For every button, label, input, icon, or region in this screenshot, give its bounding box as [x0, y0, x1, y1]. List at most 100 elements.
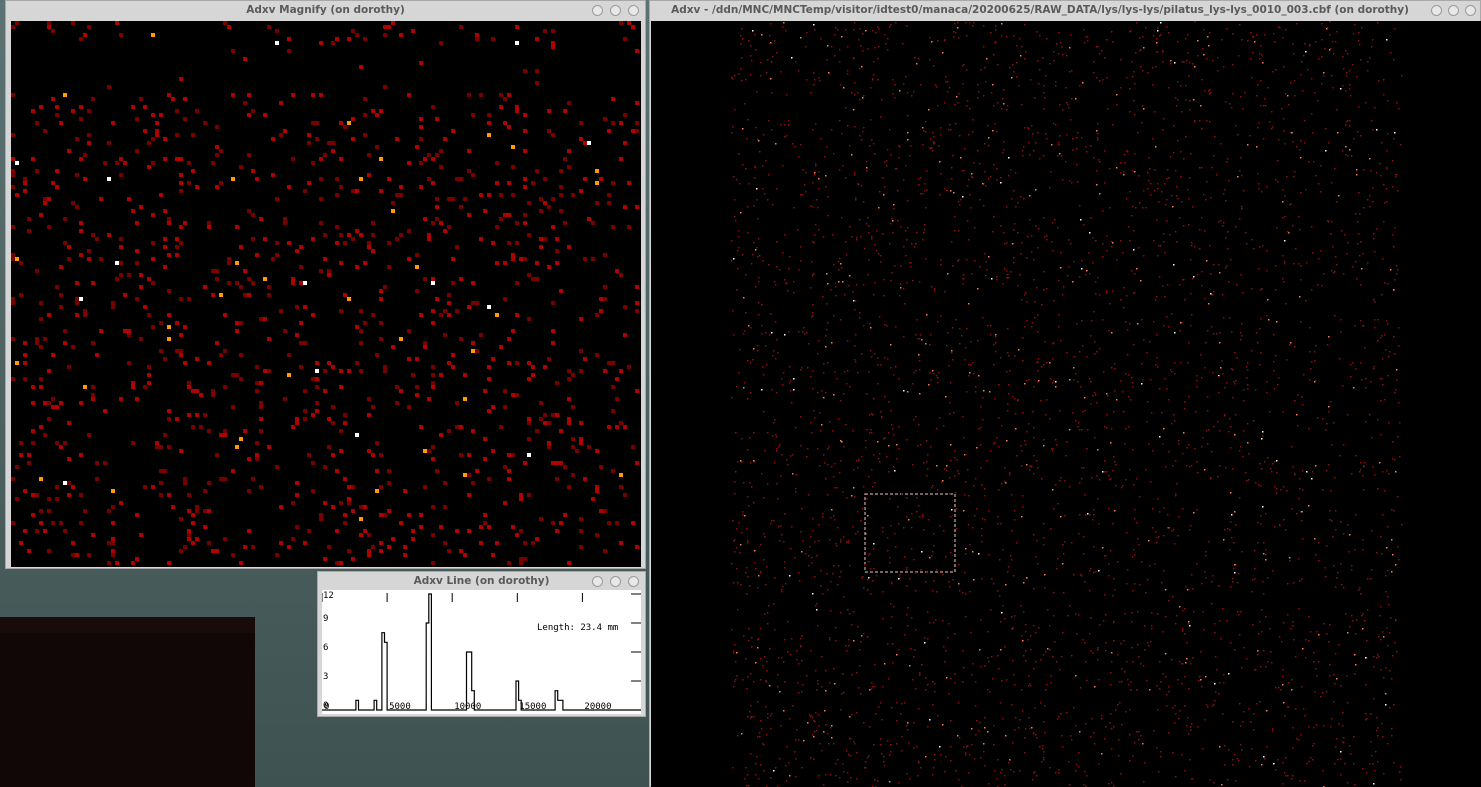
pixel: [1172, 752, 1174, 754]
pixel: [1112, 290, 1114, 292]
pixel: [495, 181, 499, 185]
pixel: [834, 519, 836, 521]
pixel: [1374, 319, 1376, 321]
pixel: [736, 289, 738, 291]
pixel: [1208, 541, 1210, 543]
pixel: [735, 471, 737, 473]
pixel: [1190, 293, 1192, 295]
pixel: [962, 196, 964, 198]
pixel: [817, 353, 819, 355]
pixel: [1282, 255, 1284, 257]
minimize-button[interactable]: [592, 5, 603, 16]
pixel: [151, 241, 155, 245]
pixel: [1014, 615, 1016, 617]
pixel: [1321, 285, 1323, 287]
pixel: [1149, 689, 1151, 691]
pixel: [1181, 61, 1183, 63]
pixel: [751, 263, 753, 265]
pixel: [419, 525, 423, 529]
pixel: [1312, 471, 1314, 473]
pixel: [1004, 467, 1006, 469]
pixel: [87, 249, 91, 253]
pixel: [351, 509, 355, 513]
close-button[interactable]: [628, 576, 639, 587]
pixel: [35, 529, 39, 533]
pixel: [259, 485, 263, 489]
pixel: [611, 385, 615, 389]
pixel: [83, 33, 87, 37]
pixel: [956, 508, 958, 510]
pixel: [1338, 723, 1340, 725]
pixel: [737, 250, 739, 252]
pixel: [741, 733, 743, 735]
pixel: [1164, 252, 1166, 254]
maximize-button[interactable]: [610, 576, 621, 587]
pixel: [215, 185, 219, 189]
pixel: [1026, 257, 1028, 259]
pixel: [1360, 593, 1362, 595]
close-button[interactable]: [1465, 5, 1476, 16]
pixel: [894, 84, 896, 86]
pixel: [1232, 33, 1234, 35]
pixel: [1363, 207, 1365, 209]
pixel: [111, 305, 115, 309]
pixel: [1349, 70, 1351, 72]
pixel: [1062, 54, 1064, 56]
pixel: [744, 515, 746, 517]
pixel: [1232, 759, 1234, 761]
pixel: [1197, 472, 1199, 474]
pixel: [1078, 614, 1080, 616]
pixel: [1085, 274, 1087, 276]
pixel: [511, 145, 515, 149]
pixel: [1241, 335, 1243, 337]
pixel: [993, 725, 995, 727]
pixel: [211, 293, 215, 297]
pixel: [987, 125, 989, 127]
pixel: [1183, 432, 1185, 434]
pixel: [895, 546, 897, 548]
pixel: [882, 618, 884, 620]
pixel: [814, 79, 816, 81]
minimize-button[interactable]: [1431, 5, 1442, 16]
pixel: [1067, 104, 1069, 106]
pixel: [957, 735, 959, 737]
pixel: [1076, 164, 1078, 166]
pixel: [1033, 473, 1035, 475]
pixel: [830, 727, 832, 729]
pixel: [1263, 105, 1265, 107]
pixel: [863, 633, 865, 635]
pixel: [179, 225, 183, 229]
pixel: [1217, 57, 1219, 59]
pixel: [1165, 204, 1167, 206]
maximize-button[interactable]: [610, 5, 621, 16]
pixel: [1277, 759, 1279, 761]
pixel: [744, 103, 746, 105]
pixel: [1085, 785, 1087, 787]
pixel: [303, 305, 307, 309]
pixel: [1192, 657, 1194, 659]
pixel: [923, 529, 925, 531]
pixel: [179, 449, 183, 453]
pixel: [919, 674, 921, 676]
pixel: [1255, 669, 1257, 671]
maximize-button[interactable]: [1448, 5, 1459, 16]
pixel: [291, 425, 295, 429]
pixel: [1310, 631, 1312, 633]
pixel: [1350, 95, 1352, 97]
pixel: [876, 575, 878, 577]
pixel: [1322, 770, 1324, 772]
pixel: [1361, 27, 1363, 29]
pixel: [435, 153, 439, 157]
pixel: [988, 145, 990, 147]
pixel: [1154, 111, 1156, 113]
pixel: [921, 551, 923, 553]
pixel: [732, 310, 734, 312]
close-button[interactable]: [628, 5, 639, 16]
minimize-button[interactable]: [592, 576, 603, 587]
pixel: [917, 775, 919, 777]
pixel: [736, 386, 738, 388]
pixel: [1206, 704, 1208, 706]
pixel: [311, 121, 315, 125]
pixel: [1356, 169, 1358, 171]
pixel: [963, 510, 965, 512]
